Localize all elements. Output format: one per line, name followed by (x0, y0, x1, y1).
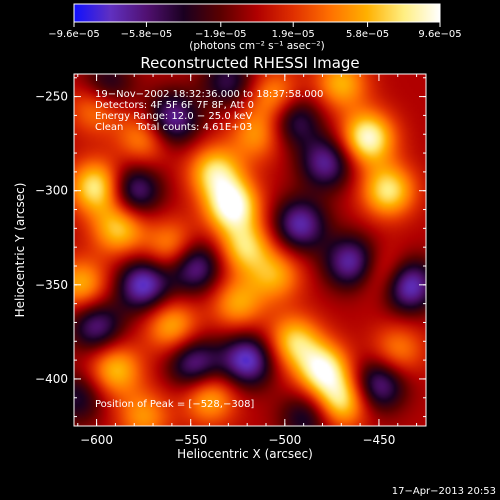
x-axis-label: Heliocentric X (arcsec) (177, 447, 313, 461)
colorbar-ticks: −9.6e−05 −5.8e−05 −1.9e−05 1.9e−05 5.8e−05 9.… (48, 22, 462, 40)
colorbar-tick-label: 5.8e−05 (346, 29, 389, 40)
colorbar-tick-label: −1.9e−05 (195, 29, 247, 40)
peak-position-label: Position of Peak = [−528,−308] (95, 399, 254, 410)
colorbar-tick-label: −5.8e−05 (121, 29, 173, 40)
x-tick-label: −600 (80, 433, 113, 447)
heatmap-image (74, 74, 426, 426)
x-tick-label: −450 (362, 433, 395, 447)
colorbar-tick-label: 9.6e−05 (418, 29, 461, 40)
y-tick-label: −250 (35, 90, 68, 104)
x-tick-label: −500 (268, 433, 301, 447)
annotation-time-range: 19−Nov−2002 18:32:36.000 to 18:37:58.000 (95, 89, 323, 100)
colorbar-tick-label: 1.9e−05 (272, 29, 315, 40)
y-axis-label: Heliocentric Y (arcsec) (13, 183, 27, 318)
y-tick-label: −400 (35, 372, 68, 386)
chart-title: Reconstructed RHESSI Image (140, 54, 359, 72)
colorbar (73, 3, 441, 23)
colorbar-unit-label: (photons cm⁻² s⁻¹ asec⁻²) (189, 40, 324, 52)
annotation-detectors: Detectors: 4F 5F 6F 7F 8F, Att 0 (95, 100, 254, 111)
colorbar-tick-label: −9.6e−05 (48, 29, 100, 40)
y-tick-label: −300 (35, 184, 68, 198)
y-tick-label: −350 (35, 278, 68, 292)
x-tick-label: −550 (174, 433, 207, 447)
footer-timestamp: 17−Apr−2013 20:53 (392, 486, 496, 497)
plot-frame (73, 73, 427, 427)
annotation-energy-range: Energy Range: 12.0 − 25.0 keV (95, 111, 252, 122)
axes: −600 −550 −500 −450 −250 −300 −350 −400 (35, 74, 426, 447)
annotation-clean-counts: Clean Total counts: 4.61E+03 (95, 122, 252, 133)
